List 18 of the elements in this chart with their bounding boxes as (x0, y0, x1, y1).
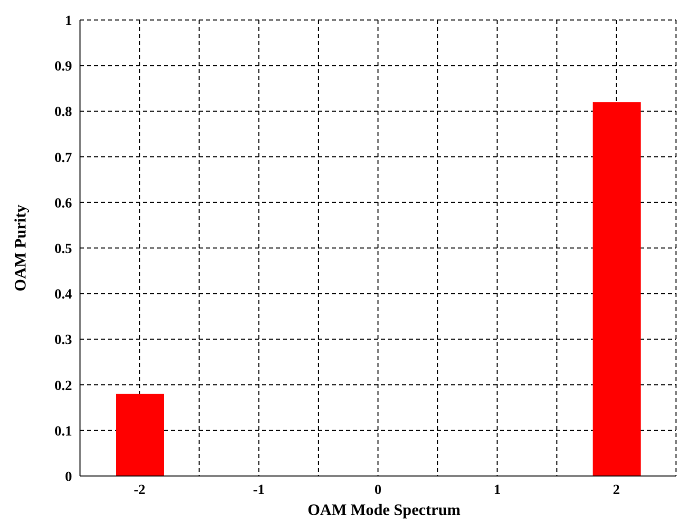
x-tick-label: -1 (252, 482, 265, 498)
y-tick-label: 0.2 (54, 378, 72, 394)
x-tick-label: 1 (494, 482, 501, 498)
y-tick-label: 0.4 (54, 288, 72, 303)
y-tick-label: 0 (65, 470, 72, 485)
y-tick-label: 0.9 (54, 60, 72, 75)
y-tick-label: 0.1 (54, 424, 72, 440)
y-tick-label: 0.5 (54, 242, 72, 257)
y-tick-label: 0.8 (54, 105, 72, 120)
x-tick-label: -2 (134, 482, 146, 498)
x-tick-label: 0 (374, 482, 382, 498)
y-axis-title: OAM Purity (12, 204, 30, 292)
y-tick-label: 0.3 (54, 333, 72, 348)
y-tick-label: 1 (65, 14, 72, 29)
x-tick-label: 2 (612, 482, 620, 498)
y-tick-label: 0.7 (54, 150, 72, 166)
x-axis-title: OAM Mode Spectrum (306, 501, 462, 521)
y-tick-label: 0.6 (54, 196, 72, 212)
